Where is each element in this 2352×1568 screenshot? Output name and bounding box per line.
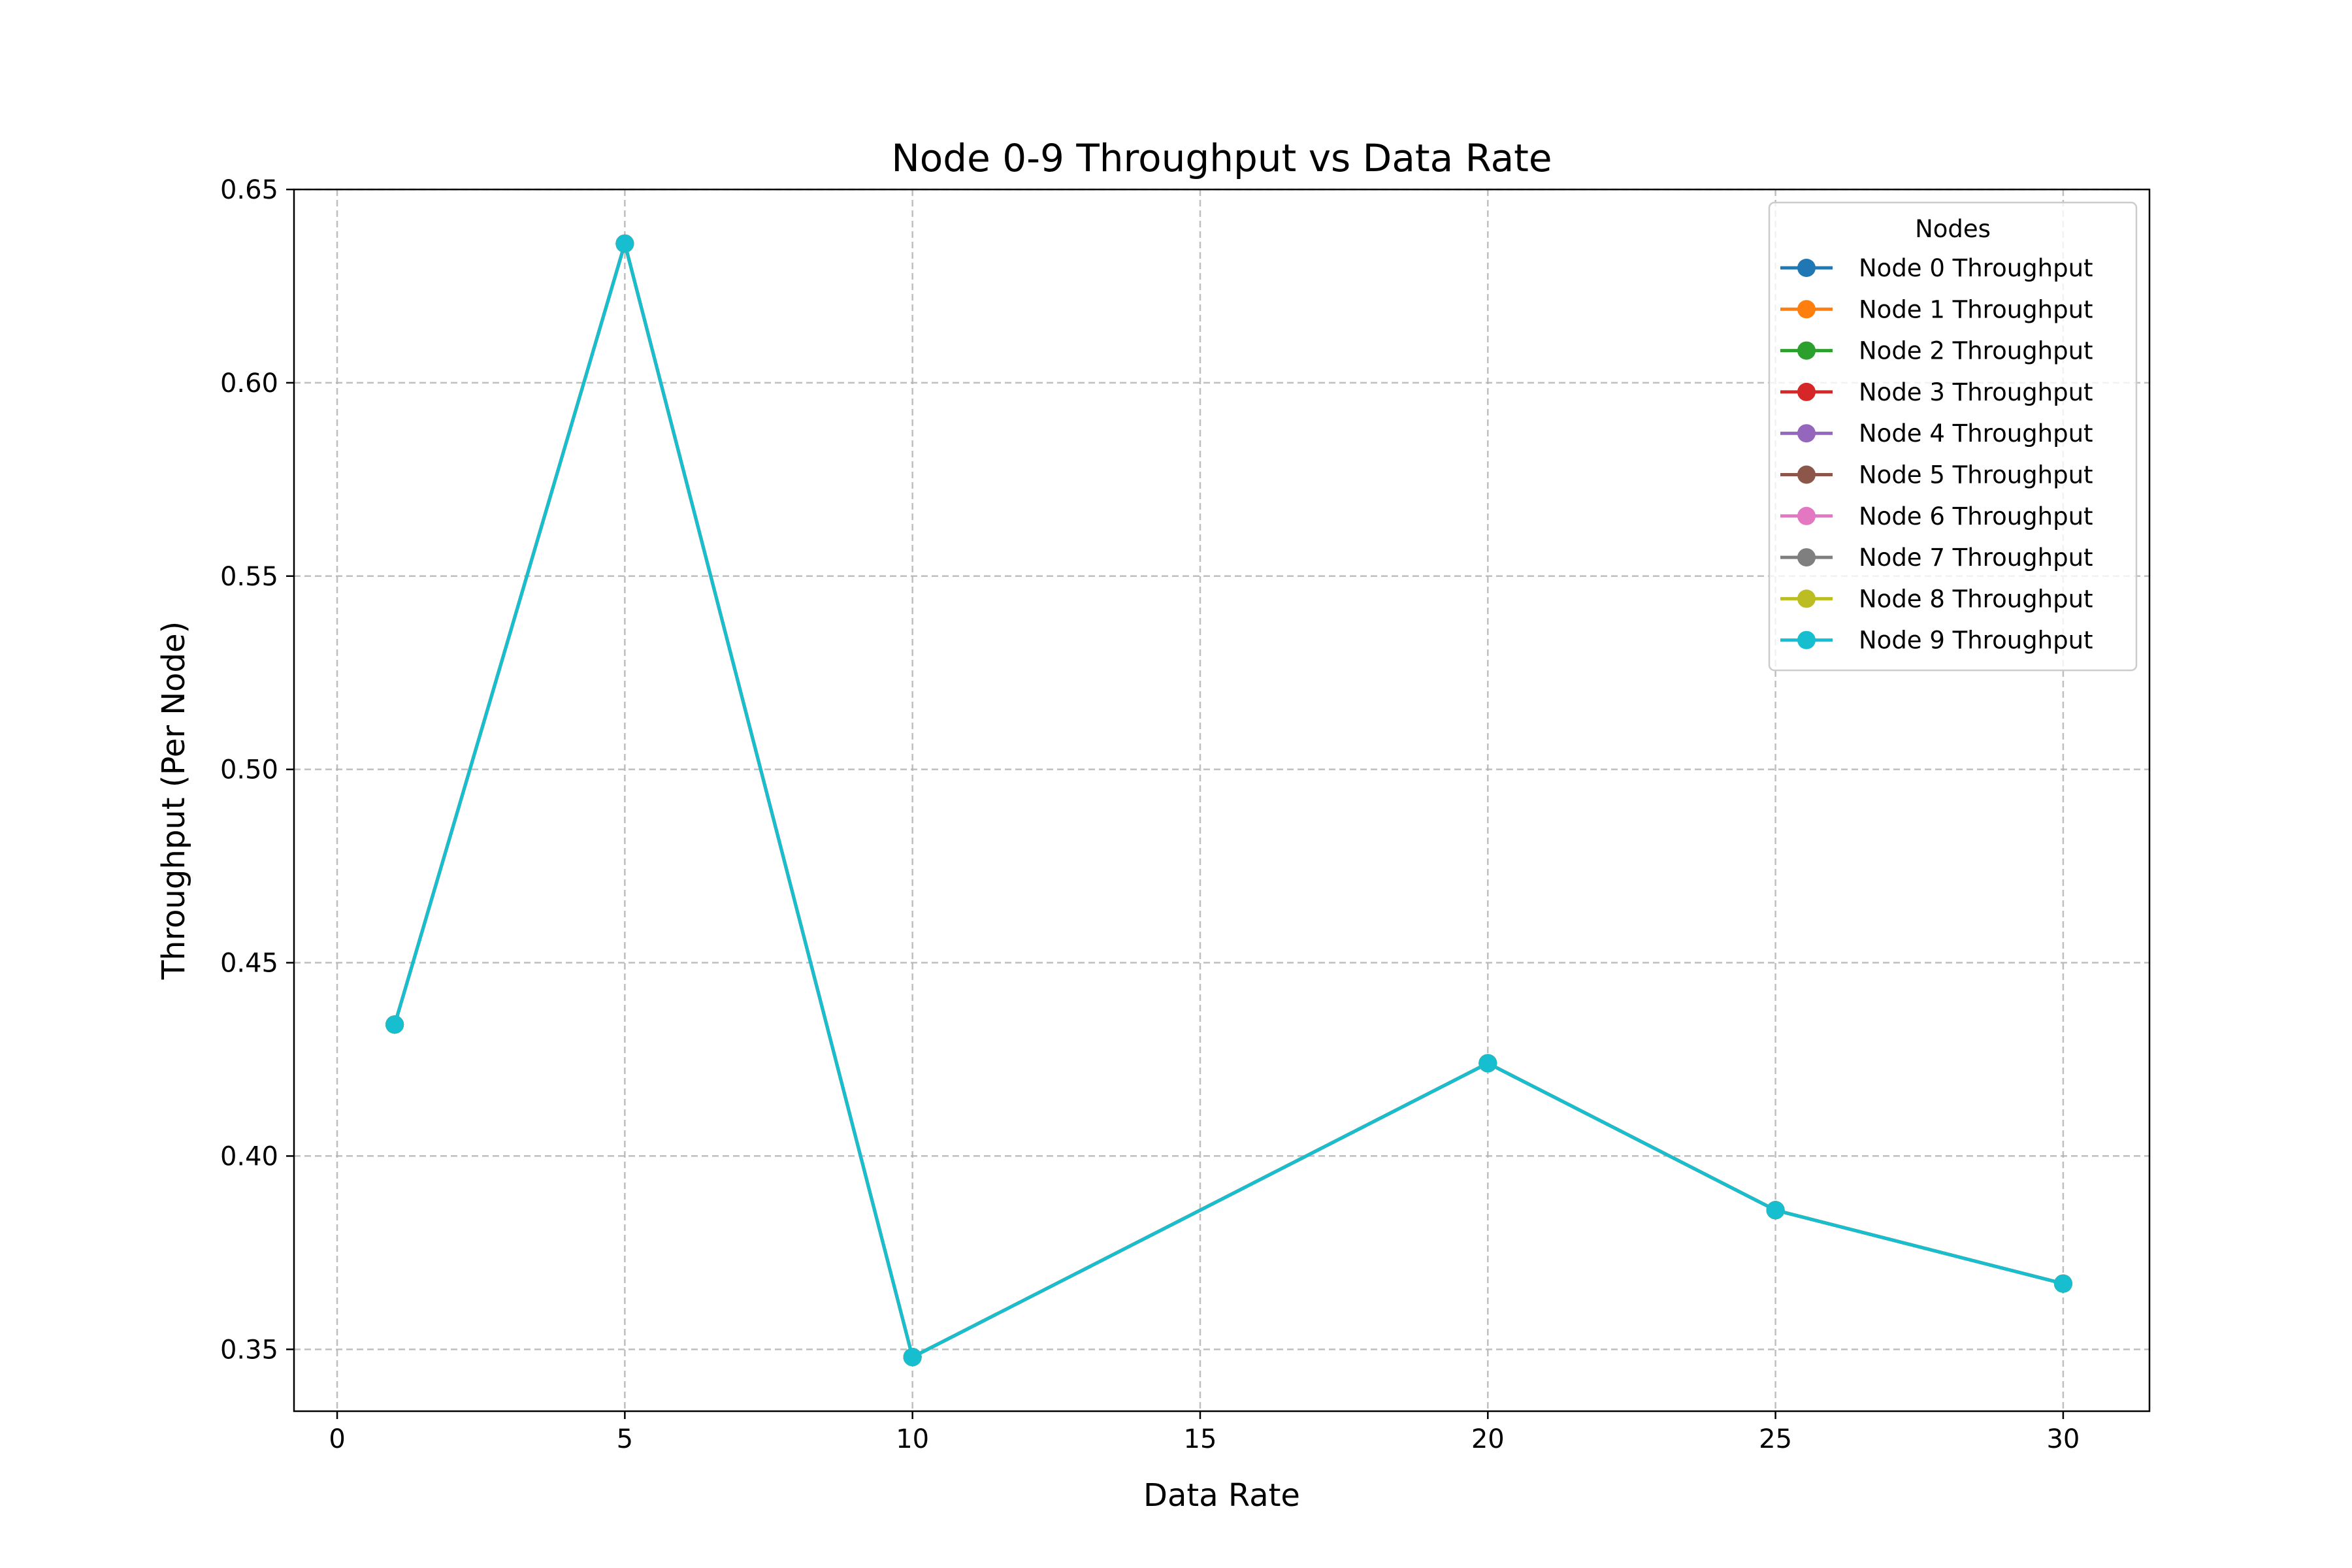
y-tick-label: 0.45 <box>220 949 278 979</box>
legend-marker <box>1797 424 1816 443</box>
legend-label: Node 9 Throughput <box>1859 627 2093 655</box>
legend-marker <box>1797 300 1816 319</box>
y-tick-label: 0.65 <box>220 175 278 205</box>
legend-marker <box>1797 259 1816 277</box>
legend-item: Node 0 Throughput <box>1780 254 2093 282</box>
legend-item: Node 9 Throughput <box>1780 627 2093 655</box>
x-tick-label: 20 <box>1471 1424 1505 1454</box>
legend-marker <box>1797 589 1816 608</box>
legend-item: Node 4 Throughput <box>1780 419 2093 448</box>
x-tick-label: 15 <box>1184 1424 1217 1454</box>
legend-label: Node 5 Throughput <box>1859 461 2093 489</box>
legend-item: Node 2 Throughput <box>1780 337 2093 365</box>
data-point-node-9 <box>385 1015 404 1034</box>
y-tick-label: 0.60 <box>220 368 278 399</box>
legend-title: Nodes <box>1915 215 1991 243</box>
series-markers <box>385 234 2072 1367</box>
data-point-node-9 <box>1766 1201 1785 1220</box>
legend-marker <box>1797 465 1816 484</box>
x-axis-ticks: 0 5 10 15 20 25 30 <box>329 1411 2080 1454</box>
y-tick-label: 0.50 <box>220 755 278 785</box>
legend-marker <box>1797 341 1816 360</box>
legend-label: Node 3 Throughput <box>1859 378 2093 406</box>
legend-label: Node 8 Throughput <box>1859 585 2093 613</box>
y-tick-label: 0.40 <box>220 1141 278 1171</box>
data-point-node-9 <box>2053 1274 2072 1293</box>
legend-marker <box>1797 382 1816 401</box>
y-tick-label: 0.35 <box>220 1335 278 1365</box>
legend: Nodes Node 0 Throughput Node 1 Throughput… <box>1768 201 2138 672</box>
legend-marker <box>1797 548 1816 567</box>
series-lines <box>393 242 2064 1359</box>
legend-item: Node 6 Throughput <box>1780 502 2093 531</box>
legend-item: Node 8 Throughput <box>1780 585 2093 613</box>
legend-label: Node 7 Throughput <box>1859 544 2093 572</box>
x-tick-label: 0 <box>329 1424 345 1454</box>
plot-frame <box>293 188 2151 1413</box>
legend-label: Node 2 Throughput <box>1859 337 2093 365</box>
data-point-node-9 <box>1478 1054 1497 1073</box>
x-tick-label: 10 <box>896 1424 929 1454</box>
data-point-node-9 <box>903 1348 922 1367</box>
y-axis-title: Throughput (Per Node) <box>155 621 192 981</box>
x-tick-label: 5 <box>617 1424 633 1454</box>
y-axis-ticks: 0.35 0.40 0.45 0.50 0.55 0.60 0.65 <box>220 175 294 1365</box>
legend-marker <box>1797 630 1816 649</box>
legend-box <box>1768 201 2138 672</box>
legend-items: Node 0 Throughput Node 1 Throughput Node 2… <box>1780 254 2093 655</box>
legend-item: Node 1 Throughput <box>1780 295 2093 323</box>
legend-item: Node 5 Throughput <box>1780 461 2093 489</box>
legend-item: Node 3 Throughput <box>1780 378 2093 406</box>
chart-title: Node 0-9 Throughput vs Data Rate <box>891 136 1552 180</box>
series-line-node-9 <box>393 242 2064 1359</box>
data-point-node-9 <box>615 234 634 253</box>
x-axis-title: Data Rate <box>1143 1477 1300 1514</box>
x-tick-label: 30 <box>2046 1424 2080 1454</box>
legend-label: Node 1 Throughput <box>1859 295 2093 323</box>
x-tick-label: 25 <box>1759 1424 1792 1454</box>
legend-marker <box>1797 506 1816 525</box>
legend-label: Node 4 Throughput <box>1859 419 2093 448</box>
legend-label: Node 0 Throughput <box>1859 254 2093 282</box>
y-tick-label: 0.55 <box>220 562 278 592</box>
legend-label: Node 6 Throughput <box>1859 502 2093 531</box>
legend-item: Node 7 Throughput <box>1780 544 2093 572</box>
